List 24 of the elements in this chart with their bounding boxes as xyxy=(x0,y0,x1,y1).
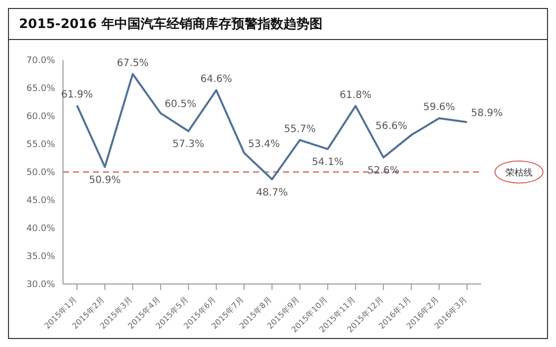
data-label: 57.3% xyxy=(172,139,204,150)
chart-title: 2015-2016 年中国汽车经销商库存预警指数趋势图 xyxy=(9,9,547,40)
data-label: 53.4% xyxy=(248,138,280,150)
y-tick-label: 35.0% xyxy=(26,252,56,262)
data-label: 56.6% xyxy=(376,121,408,132)
data-label: 60.5% xyxy=(164,99,196,110)
y-tick-label: 30.0% xyxy=(26,280,56,290)
data-label: 50.9% xyxy=(88,174,121,186)
data-label: 64.6% xyxy=(200,74,232,86)
ref-line-label: 荣枯线 xyxy=(506,168,532,178)
data-label: 67.5% xyxy=(116,58,149,69)
y-tick-label: 70.0% xyxy=(26,56,56,66)
y-tick-label: 60.0% xyxy=(26,112,56,122)
y-tick-label: 40.0% xyxy=(26,224,56,234)
data-label: 61.8% xyxy=(340,90,372,101)
data-label: 55.7% xyxy=(284,124,316,136)
y-tick-label: 65.0% xyxy=(26,84,56,94)
data-label: 54.1% xyxy=(312,157,344,168)
data-label: 59.6% xyxy=(423,102,456,114)
y-tick-label: 45.0% xyxy=(26,196,56,206)
data-label: 48.7% xyxy=(256,187,288,198)
y-tick-label: 55.0% xyxy=(26,140,56,150)
data-label: 58.9% xyxy=(471,108,503,120)
y-tick-label: 50.0% xyxy=(26,168,56,178)
